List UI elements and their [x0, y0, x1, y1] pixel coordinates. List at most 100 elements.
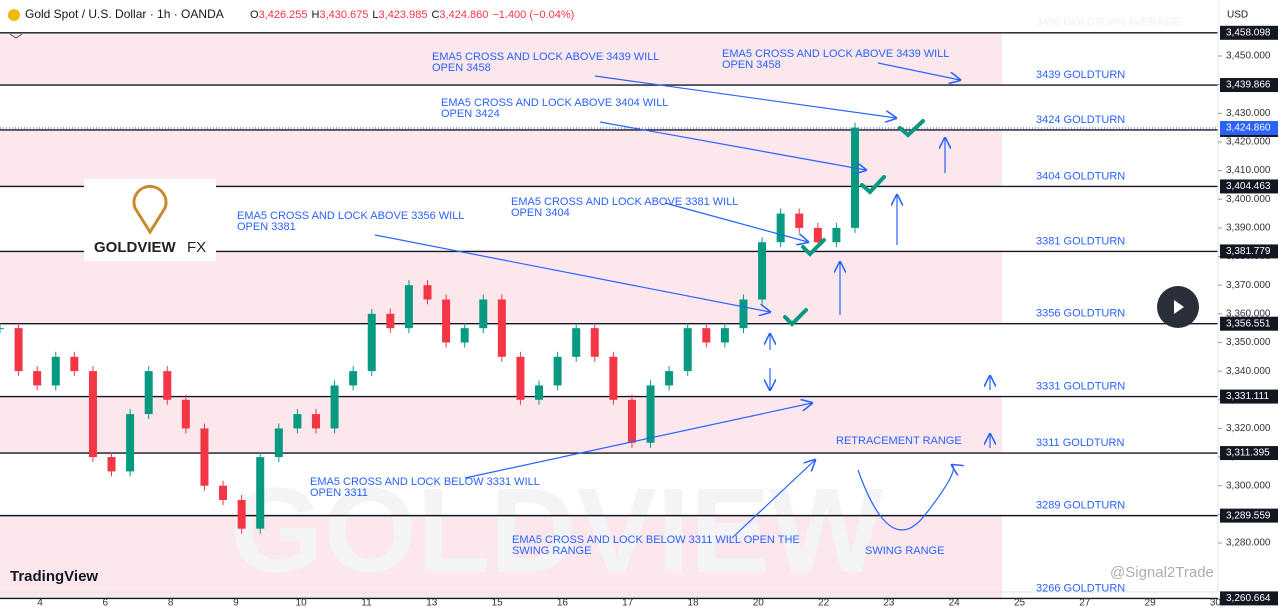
zone	[0, 515, 1002, 599]
annotation: EMA5 CROSS AND LOCK BELOW 3331 WILL	[310, 476, 540, 488]
annotation: EMA5 CROSS AND LOCK BELOW 3311 WILL OPEN…	[512, 534, 800, 546]
candle	[144, 371, 153, 415]
y-tick-label: 3,280.000	[1226, 538, 1271, 549]
watermark: @Signal2Trade	[1110, 564, 1214, 581]
candle	[572, 328, 581, 357]
symbol-icon	[8, 9, 20, 21]
price-badge	[1220, 591, 1278, 606]
annotation: OPEN 3458	[722, 59, 781, 71]
candle	[832, 227, 841, 243]
arrow	[374, 234, 770, 312]
brand: TradingView	[10, 568, 98, 585]
candle	[237, 500, 246, 529]
annotation: EMA5 CROSS AND LOCK ABOVE 3404 WILL	[441, 97, 668, 109]
x-tick-label: 13	[426, 598, 438, 609]
candle	[683, 328, 692, 372]
candle	[665, 371, 674, 386]
collapse-toggle[interactable]	[9, 33, 23, 39]
price-badge-label: 3,381.779	[1226, 246, 1271, 257]
level-label: 3356 GOLDTURN	[1036, 308, 1125, 320]
candle	[70, 356, 79, 372]
y-tick-label: 3,300.000	[1226, 480, 1271, 491]
x-tick-label: 30	[1210, 598, 1222, 609]
currency: USD	[1227, 10, 1248, 21]
candle	[776, 213, 785, 243]
current-badge	[1220, 121, 1278, 136]
y-tick-label: 3,450.000	[1226, 51, 1271, 62]
candle	[442, 299, 451, 343]
level-label: 3424 GOLDTURN	[1036, 114, 1125, 126]
annotation: RETRACEMENT RANGE	[836, 435, 962, 447]
candle	[88, 371, 97, 458]
candle	[813, 227, 822, 243]
y-tick-label: 3,370.000	[1226, 280, 1271, 291]
logo-icon	[132, 185, 168, 235]
candle	[107, 457, 116, 472]
swing-curve	[857, 465, 953, 531]
price-badge	[1220, 179, 1278, 194]
candle	[795, 213, 804, 228]
x-tick-label: 20	[753, 598, 765, 609]
arrow	[664, 202, 808, 242]
o: O	[250, 9, 259, 21]
candle	[851, 127, 859, 228]
price-badge	[1220, 316, 1278, 331]
candle	[293, 414, 302, 429]
candle	[274, 428, 283, 458]
candle	[181, 399, 190, 429]
candle	[516, 356, 525, 400]
arrow	[599, 121, 866, 170]
candle	[311, 414, 320, 429]
check	[898, 119, 925, 138]
x-tick-label: 22	[818, 598, 830, 609]
annotation: EMA5 CROSS AND LOCK ABOVE 3439 WILL	[432, 51, 659, 63]
candle	[256, 457, 265, 529]
play-icon	[1174, 300, 1184, 314]
drawings	[374, 62, 990, 539]
price-badge-label: 3,260.664	[1226, 593, 1271, 604]
candle	[720, 328, 729, 343]
check	[860, 175, 886, 195]
candle	[51, 356, 60, 386]
candle	[609, 356, 618, 400]
candle	[163, 371, 172, 400]
annotation: OPEN 3458	[432, 62, 491, 74]
close: 3,424.860	[439, 9, 488, 21]
logo-suffix: FX	[187, 239, 206, 256]
y-tick-label: 3,320.000	[1226, 423, 1271, 434]
price-badge	[1220, 25, 1278, 40]
candle	[349, 371, 358, 386]
price-badge-label: 3,356.551	[1226, 318, 1271, 329]
candle	[627, 399, 636, 443]
open: 3,426.255	[259, 9, 308, 21]
logo-text: GOLDVIEW	[94, 239, 177, 256]
price-badge-label: 3,404.463	[1226, 181, 1271, 192]
level-label: 3331 GOLDTURN	[1036, 380, 1125, 392]
candle	[386, 313, 395, 329]
candle	[497, 299, 506, 357]
axis: 3,450.0003,440.0003,430.0003,420.0003,41…	[37, 25, 1278, 609]
candle	[0, 328, 4, 330]
price-badge-label: 3,439.866	[1226, 80, 1271, 91]
check	[783, 308, 808, 327]
candle	[702, 328, 711, 343]
candle	[646, 385, 655, 443]
x-tick-label: 24	[949, 598, 961, 609]
current-badge-label: 3,424.860	[1226, 123, 1271, 134]
level-label: 3404 GOLDTURN	[1036, 170, 1125, 182]
x-tick-label: 29	[1145, 598, 1157, 609]
y-tick-label: 3,420.000	[1226, 137, 1271, 148]
ohlc: O3,426.255 H3,430.675 L3,423.985 C3,424.860…	[250, 9, 574, 21]
annotation: EMA5 CROSS AND LOCK ABOVE 3381 WILL	[511, 196, 738, 208]
zone	[0, 396, 1002, 454]
x-tick-label: 23	[883, 598, 895, 609]
zone	[0, 32, 1002, 86]
y-tick-label: 3,390.000	[1226, 223, 1271, 234]
zone	[0, 129, 1002, 187]
x-tick-label: 4	[37, 598, 43, 609]
price-badge	[1220, 389, 1278, 404]
level-label: 3381 GOLDTURN	[1036, 235, 1125, 247]
candle	[126, 414, 135, 472]
x-tick-label: 18	[687, 598, 699, 609]
